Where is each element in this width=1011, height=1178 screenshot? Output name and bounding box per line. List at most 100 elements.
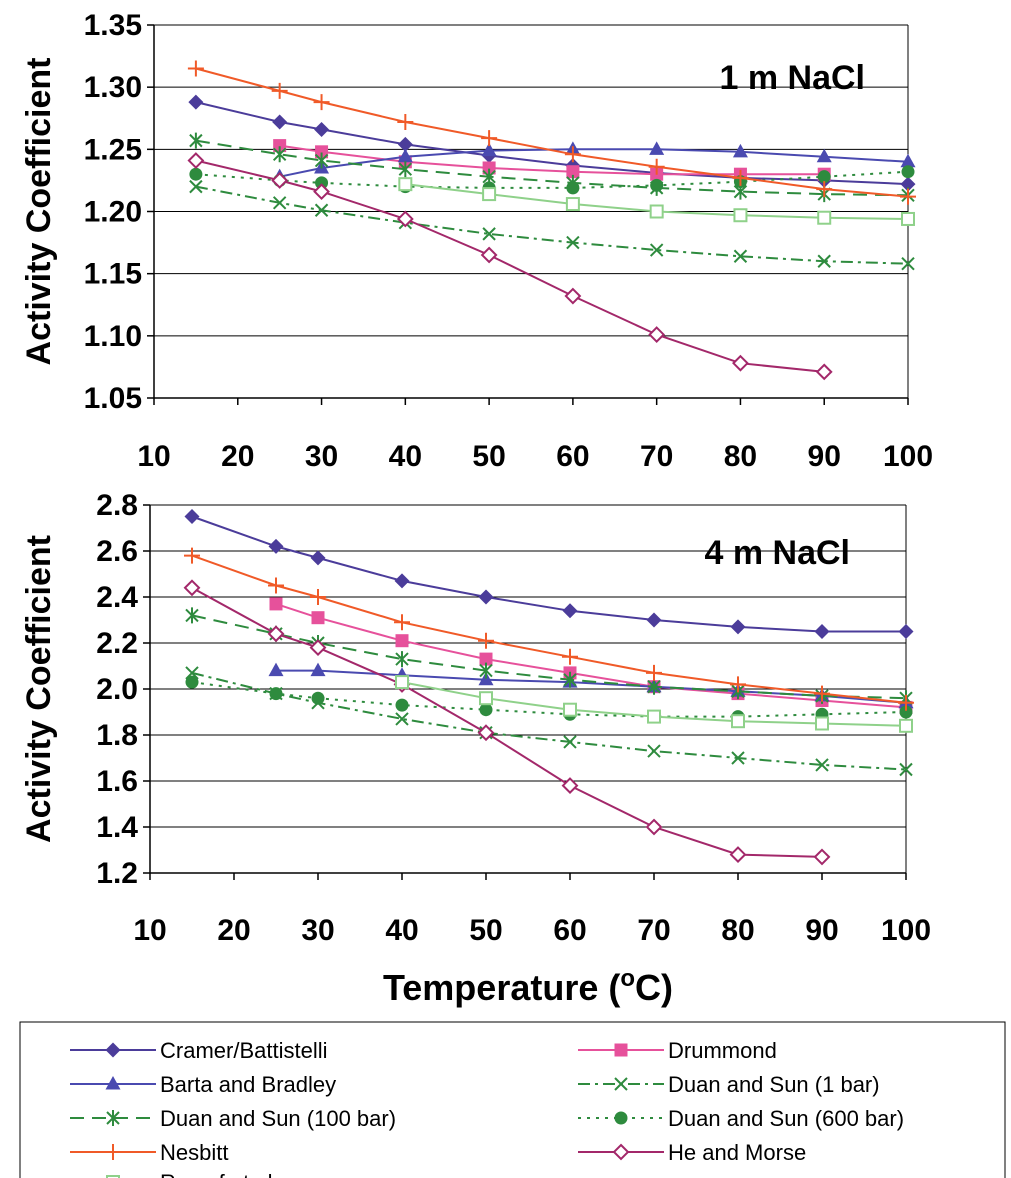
y-tick-label: 1.10 [84, 320, 142, 353]
data-point [309, 639, 327, 657]
data-point [398, 161, 413, 178]
y-tick-label: 2.8 [96, 489, 138, 522]
x-tick-label: 70 [637, 914, 670, 947]
legend-label: Barta and Bradley [160, 1072, 336, 1097]
x-tick-label: 50 [472, 440, 505, 473]
data-point [901, 257, 915, 271]
data-point [648, 326, 666, 344]
data-point [563, 735, 577, 749]
y-tick-label: 1.20 [84, 196, 142, 229]
data-point [566, 165, 580, 179]
data-point [564, 146, 581, 163]
y-tick-label: 1.15 [84, 258, 142, 291]
data-point [733, 249, 748, 263]
x-tick-label: 50 [469, 914, 502, 947]
data-point [183, 579, 201, 597]
legend-marker [105, 1144, 121, 1160]
data-point [268, 577, 284, 594]
legend-marker [105, 1042, 121, 1058]
data-point [563, 671, 577, 688]
data-point [647, 744, 661, 758]
data-point [394, 614, 410, 631]
y-tick-label: 1.6 [96, 765, 138, 798]
data-point [397, 136, 413, 152]
data-point [645, 818, 663, 836]
data-point [397, 148, 413, 163]
data-point [311, 691, 325, 705]
x-axis-label: Temperature (oC) [383, 965, 673, 1008]
data-point [649, 204, 664, 219]
series-nesbitt [184, 547, 914, 711]
x-tick-label: 80 [724, 440, 757, 473]
data-point [267, 625, 285, 643]
data-point [395, 651, 409, 668]
y-tick-label: 1.25 [84, 133, 142, 166]
data-point [396, 210, 414, 228]
y-axis-label: Activity Coefficient [20, 58, 58, 366]
legend-label: Drummond [668, 1038, 777, 1063]
legend-entry: Cramer/Battistelli [70, 1038, 327, 1063]
data-point [268, 538, 284, 554]
data-point [395, 675, 409, 690]
data-point [185, 666, 199, 680]
data-point [314, 121, 330, 137]
legend-marker [106, 1175, 120, 1178]
x-tick-label: 30 [301, 914, 334, 947]
data-point [646, 612, 662, 628]
y-tick-label: 2.4 [96, 581, 138, 614]
data-point [395, 634, 409, 648]
data-point [310, 550, 326, 566]
series-line [195, 139, 909, 197]
data-point [188, 94, 204, 110]
data-point [564, 287, 582, 305]
data-point [272, 114, 288, 130]
data-point [189, 132, 203, 149]
data-point [899, 705, 913, 719]
data-point [314, 203, 329, 217]
legend-marker [614, 1077, 628, 1091]
data-point [189, 167, 203, 181]
series-he-and-morse [187, 152, 833, 381]
data-point [732, 354, 749, 372]
y-tick-label: 2.2 [96, 627, 138, 660]
data-point [189, 179, 203, 194]
data-point [482, 227, 496, 241]
data-point [813, 848, 831, 866]
legend-label: Nesbitt [160, 1140, 228, 1165]
legend-entry: He and Morse [578, 1140, 806, 1165]
data-point [566, 181, 580, 195]
data-point [397, 113, 414, 130]
data-point [315, 145, 329, 159]
legend-entry: Duan and Sun (100 bar) [70, 1106, 396, 1131]
legend-entry: Nesbitt [70, 1140, 228, 1165]
data-point [816, 181, 833, 198]
data-point [900, 188, 916, 205]
data-point [271, 172, 289, 189]
data-point [900, 176, 916, 192]
data-point [395, 698, 409, 712]
chart-4m-nacl: 1.2 1.4 1.6 1.8 2.0 2.2 2.4 2.6 2.8 10 20 30 40 50 60 7… [20, 489, 931, 1008]
data-point [815, 758, 829, 772]
data-point [814, 685, 830, 702]
legend-label: Rumpf et al. [160, 1170, 279, 1178]
data-point [901, 165, 915, 179]
legend-label: Duan and Sun (600 bar) [668, 1106, 904, 1131]
data-point [731, 751, 745, 765]
data-point [184, 547, 200, 564]
series-nesbitt [187, 60, 916, 205]
series-line [191, 586, 823, 858]
data-point [272, 196, 287, 210]
data-point [481, 130, 498, 147]
data-point [481, 142, 497, 157]
series-line [191, 515, 906, 633]
data-point [314, 152, 329, 169]
data-point [646, 664, 662, 681]
data-point [479, 691, 493, 706]
data-point [271, 82, 288, 99]
legend-entry: Duan and Sun (1 bar) [578, 1072, 880, 1097]
legend-entry: Drummond [578, 1038, 777, 1063]
data-point [273, 139, 287, 153]
series-cramer-battistelli [184, 509, 914, 639]
legend: Cramer/Battistelli Drummond Barta and Brad… [19, 1021, 1006, 1178]
series-he-and-morse [183, 579, 831, 866]
